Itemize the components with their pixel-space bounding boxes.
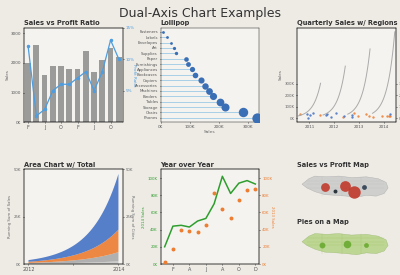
Bar: [108, 48, 114, 122]
Point: [253, 116, 260, 120]
Point: [304, 116, 311, 120]
Y-axis label: Sales: Sales: [279, 69, 283, 80]
Point: [236, 197, 242, 202]
Point: [318, 243, 325, 247]
Point: [219, 207, 226, 211]
Point: [188, 67, 195, 72]
Bar: [66, 69, 72, 122]
Bar: [58, 66, 64, 122]
Point: [307, 113, 314, 117]
Point: [324, 111, 330, 116]
Point: [211, 191, 217, 196]
Bar: [42, 75, 48, 122]
Text: Pies on a Map: Pies on a Map: [297, 219, 349, 225]
Point: [323, 113, 329, 117]
Y-axis label: Running Sum of Cities: Running Sum of Cities: [130, 195, 134, 238]
Bar: [34, 45, 39, 122]
Point: [252, 187, 258, 191]
X-axis label: Sales: Sales: [204, 130, 216, 134]
Bar: [100, 60, 105, 122]
Text: Area Chart w/ Total: Area Chart w/ Total: [24, 162, 95, 168]
Polygon shape: [302, 176, 388, 197]
Point: [355, 114, 361, 118]
Point: [162, 260, 168, 265]
Point: [210, 94, 216, 98]
Point: [379, 113, 385, 118]
Point: [192, 73, 199, 77]
Point: [168, 40, 174, 45]
Point: [387, 114, 393, 118]
Point: [351, 190, 358, 195]
Bar: [91, 72, 97, 122]
Point: [170, 247, 176, 252]
Point: [194, 230, 201, 234]
Point: [322, 185, 328, 189]
Point: [333, 111, 340, 115]
Bar: [83, 51, 89, 122]
Y-axis label: Running Sum of Sales: Running Sum of Sales: [8, 195, 12, 238]
Point: [340, 114, 347, 119]
Y-axis label: 2013 Sales: 2013 Sales: [270, 206, 274, 227]
Bar: [25, 63, 31, 122]
Bar: [50, 66, 56, 122]
Text: Lollipop: Lollipop: [160, 20, 190, 26]
Point: [217, 100, 223, 104]
Point: [349, 113, 356, 117]
Point: [221, 105, 228, 109]
Point: [297, 111, 303, 116]
Point: [384, 114, 390, 119]
Point: [171, 46, 178, 50]
Point: [387, 112, 393, 116]
Text: Dual-Axis Chart Examples: Dual-Axis Chart Examples: [119, 7, 281, 20]
Point: [385, 113, 392, 118]
Point: [317, 113, 323, 118]
Point: [343, 241, 350, 246]
Point: [164, 35, 170, 39]
Point: [328, 115, 334, 119]
Point: [363, 111, 370, 116]
Point: [203, 223, 209, 227]
Point: [202, 83, 208, 88]
Point: [304, 112, 310, 116]
Point: [363, 243, 370, 248]
Point: [366, 114, 372, 118]
Point: [205, 89, 212, 93]
Point: [178, 228, 184, 233]
Point: [160, 30, 166, 34]
Point: [186, 229, 192, 233]
Text: Sales vs Profit Ratio: Sales vs Profit Ratio: [24, 20, 100, 26]
Point: [240, 110, 247, 115]
Text: Quarterly Sales w/ Regions: Quarterly Sales w/ Regions: [297, 20, 398, 26]
Y-axis label: Profit Ratio: Profit Ratio: [132, 64, 136, 86]
Point: [244, 188, 250, 192]
Text: Year over Year: Year over Year: [160, 162, 214, 168]
Point: [183, 56, 189, 61]
Polygon shape: [302, 233, 388, 255]
Point: [361, 185, 368, 189]
Point: [341, 184, 348, 188]
Y-axis label: Sales: Sales: [5, 69, 9, 80]
Point: [340, 114, 346, 119]
Point: [184, 62, 191, 66]
Point: [332, 189, 338, 193]
Point: [351, 111, 357, 115]
Point: [172, 51, 179, 56]
Point: [369, 115, 376, 120]
Point: [198, 78, 204, 82]
Bar: [116, 57, 122, 122]
Point: [348, 115, 355, 119]
Bar: [75, 69, 80, 122]
Text: Sales vs Profit Map: Sales vs Profit Map: [297, 162, 369, 168]
Y-axis label: 2014 Sales: 2014 Sales: [142, 206, 146, 227]
Point: [310, 111, 317, 116]
Point: [228, 216, 234, 221]
